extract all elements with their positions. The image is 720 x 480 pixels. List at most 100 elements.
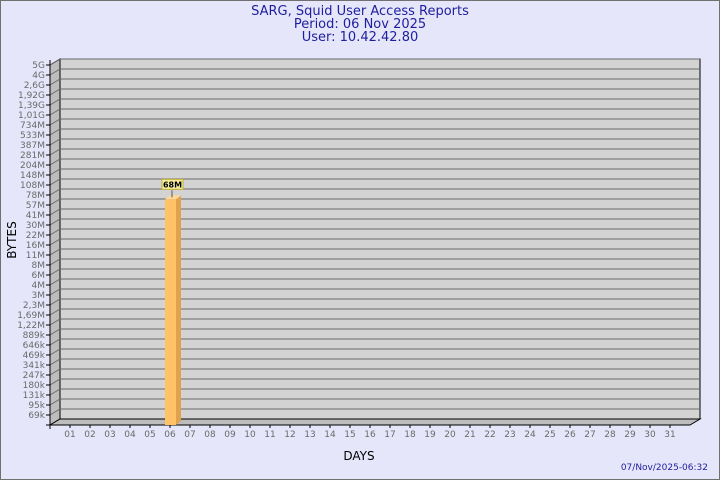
x-tick-label: 15 xyxy=(344,430,355,440)
gridline-side xyxy=(49,348,61,356)
y-tick-label: 57M xyxy=(26,201,45,211)
x-tick-label: 18 xyxy=(404,430,416,440)
x-tick-label: 13 xyxy=(304,430,315,440)
y-tick-label: 281M xyxy=(20,151,45,161)
x-tick-label: 14 xyxy=(324,430,336,440)
x-tick-label: 23 xyxy=(504,430,515,440)
x-tick-label: 12 xyxy=(284,430,295,440)
gridline-side xyxy=(49,338,61,346)
y-tick-label: 341k xyxy=(23,361,46,371)
x-tick-label: 21 xyxy=(464,430,475,440)
y-tick-label: 387M xyxy=(20,141,45,151)
gridline-side xyxy=(49,98,61,106)
x-tick-label: 08 xyxy=(204,430,216,440)
gridline-side xyxy=(49,228,61,236)
x-tick-label: 25 xyxy=(544,430,555,440)
generated-timestamp: 07/Nov/2025-06:32 xyxy=(621,463,708,473)
gridline-side xyxy=(49,278,61,286)
x-tick-label: 26 xyxy=(564,430,576,440)
y-tick-label: 41M xyxy=(26,211,45,221)
gridline-side xyxy=(49,248,61,256)
plot-floor xyxy=(48,418,702,426)
x-tick-label: 19 xyxy=(424,430,436,440)
gridline-side xyxy=(49,328,61,336)
chart-period: Period: 06 Nov 2025 xyxy=(294,17,426,32)
gridline-side xyxy=(49,118,61,126)
y-tick-label: 6M xyxy=(32,271,46,281)
y-tick-label: 1,22M xyxy=(17,321,45,331)
gridline-side xyxy=(49,158,61,166)
y-tick-label: 646k xyxy=(23,341,46,351)
gridline-side xyxy=(49,148,61,156)
bar-top xyxy=(165,195,181,200)
y-tick-label: 131k xyxy=(23,391,46,401)
x-tick-label: 09 xyxy=(224,430,236,440)
y-axis-label: BYTES xyxy=(5,221,19,258)
y-tick-label: 3M xyxy=(32,291,46,301)
y-tick-label: 8M xyxy=(32,261,46,271)
y-tick-label: 16M xyxy=(26,241,45,251)
gridline-side xyxy=(49,398,61,406)
x-tick-label: 30 xyxy=(644,430,656,440)
gridline-side xyxy=(49,218,61,226)
x-tick-label: 22 xyxy=(484,430,495,440)
gridline-side xyxy=(49,288,61,296)
y-tick-label: 148M xyxy=(20,171,45,181)
y-tick-label: 22M xyxy=(26,231,45,241)
x-tick-label: 10 xyxy=(244,430,256,440)
y-tick-label: 2,6G xyxy=(24,81,45,91)
y-tick-label: 4G xyxy=(32,71,45,81)
x-tick-label: 01 xyxy=(64,430,75,440)
gridline-side xyxy=(49,368,61,376)
gridline-side xyxy=(49,68,61,76)
y-tick-label: 247k xyxy=(23,371,46,381)
gridline-side xyxy=(49,208,61,216)
y-tick-label: 95k xyxy=(28,401,45,411)
gridline-side xyxy=(49,108,61,116)
gridline-side xyxy=(49,168,61,176)
x-tick-label: 31 xyxy=(664,430,675,440)
gridline-side xyxy=(49,358,61,366)
x-tick-label: 03 xyxy=(104,430,115,440)
x-axis-label: DAYS xyxy=(343,449,374,463)
y-tick-label: 30M xyxy=(26,221,45,231)
y-tick-label: 2,3M xyxy=(23,301,45,311)
y-tick-label: 108M xyxy=(20,181,45,191)
x-tick-label: 29 xyxy=(624,430,636,440)
gridline-side xyxy=(49,198,61,206)
gridline-side xyxy=(49,88,61,96)
gridline-side xyxy=(49,298,61,306)
x-tick-label: 06 xyxy=(164,430,176,440)
y-tick-label: 4M xyxy=(32,281,46,291)
y-tick-label: 11M xyxy=(26,251,45,261)
y-tick-label: 1,92G xyxy=(18,91,45,101)
x-tick-label: 04 xyxy=(124,430,136,440)
gridline-side xyxy=(49,308,61,316)
y-tick-label: 889k xyxy=(23,331,46,341)
y-tick-label: 180k xyxy=(23,381,46,391)
x-tick-label: 17 xyxy=(384,430,395,440)
gridline-side xyxy=(49,268,61,276)
gridline-side xyxy=(49,258,61,266)
gridline-side xyxy=(49,318,61,326)
x-tick-label: 27 xyxy=(584,430,595,440)
x-tick-label: 24 xyxy=(524,430,536,440)
chart-title: SARG, Squid User Access Reports xyxy=(251,4,469,19)
y-tick-label: 533M xyxy=(20,131,45,141)
x-tick-label: 05 xyxy=(144,430,155,440)
bar-value-label: 68M xyxy=(163,180,182,189)
x-tick-label: 20 xyxy=(444,430,456,440)
bar-front xyxy=(165,199,176,425)
gridline-side xyxy=(49,128,61,136)
gridline-side xyxy=(49,408,61,416)
y-tick-label: 1,39G xyxy=(18,101,45,111)
x-tick-label: 16 xyxy=(364,430,376,440)
y-tick-label: 69k xyxy=(28,411,45,421)
y-tick-label: 78M xyxy=(26,191,45,201)
x-tick-label: 11 xyxy=(264,430,275,440)
x-tick-label: 07 xyxy=(184,430,195,440)
gridline-side xyxy=(49,188,61,196)
gridline-side xyxy=(49,178,61,186)
y-tick-label: 204M xyxy=(20,161,45,171)
